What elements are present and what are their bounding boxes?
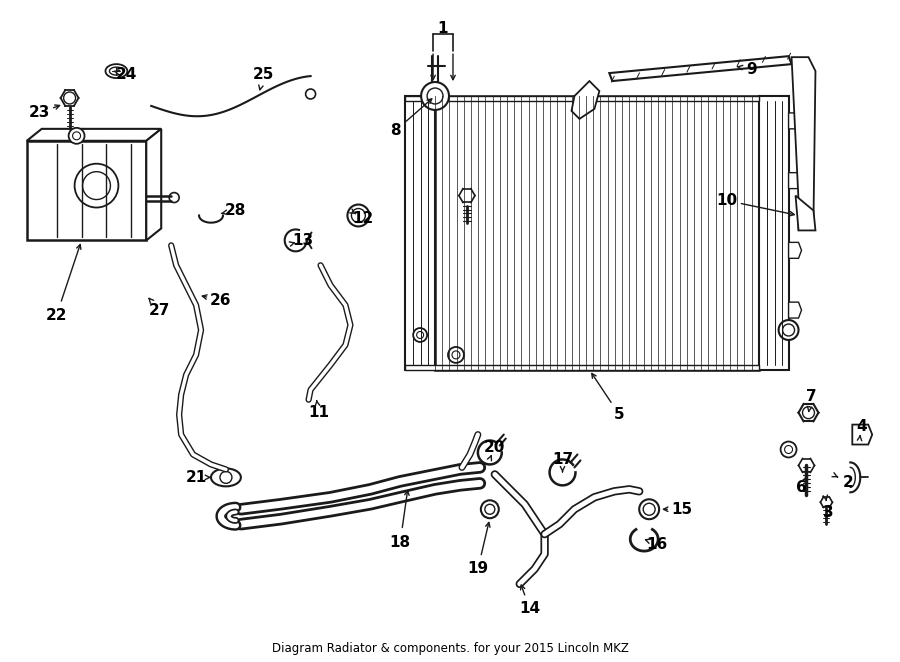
Text: 18: 18 (390, 535, 410, 549)
Polygon shape (27, 129, 161, 141)
Circle shape (68, 128, 85, 144)
Circle shape (83, 171, 111, 199)
Text: 23: 23 (29, 105, 50, 120)
Polygon shape (852, 424, 872, 444)
Circle shape (639, 499, 659, 519)
Circle shape (780, 442, 796, 457)
Polygon shape (572, 81, 599, 119)
Polygon shape (405, 96, 759, 101)
Polygon shape (405, 96, 435, 370)
Circle shape (448, 347, 464, 363)
Circle shape (785, 446, 793, 453)
Polygon shape (27, 141, 147, 240)
Text: 5: 5 (614, 407, 625, 422)
Text: 7: 7 (806, 389, 817, 404)
Circle shape (428, 88, 443, 104)
Text: 12: 12 (353, 211, 374, 226)
Polygon shape (405, 365, 759, 370)
Circle shape (75, 164, 119, 207)
Polygon shape (759, 96, 788, 370)
Text: 22: 22 (46, 308, 68, 322)
Circle shape (421, 82, 449, 110)
Circle shape (306, 89, 316, 99)
Text: 13: 13 (292, 233, 313, 248)
Polygon shape (796, 195, 815, 230)
Text: 25: 25 (253, 67, 274, 81)
Circle shape (485, 504, 495, 514)
Text: 26: 26 (211, 293, 231, 308)
Text: 24: 24 (116, 67, 137, 81)
Text: 16: 16 (646, 537, 668, 551)
Text: 20: 20 (484, 440, 506, 455)
Circle shape (481, 500, 499, 518)
Polygon shape (609, 56, 792, 81)
Circle shape (351, 209, 365, 222)
Text: 9: 9 (746, 62, 757, 77)
Circle shape (452, 351, 460, 359)
Text: 1: 1 (437, 21, 448, 36)
Circle shape (64, 92, 76, 104)
Text: 3: 3 (824, 504, 833, 520)
Circle shape (783, 324, 795, 336)
Polygon shape (792, 57, 815, 230)
Polygon shape (147, 129, 161, 240)
Text: 27: 27 (148, 303, 170, 318)
Text: 11: 11 (308, 405, 329, 420)
Polygon shape (788, 113, 802, 129)
Text: 2: 2 (843, 475, 854, 490)
Text: 10: 10 (716, 193, 737, 208)
Circle shape (347, 205, 369, 226)
Text: Diagram Radiator & components. for your 2015 Lincoln MKZ: Diagram Radiator & components. for your … (272, 642, 628, 655)
Ellipse shape (211, 469, 241, 487)
Text: 15: 15 (671, 502, 693, 517)
Text: 6: 6 (796, 480, 807, 495)
Circle shape (803, 406, 815, 418)
Text: 4: 4 (856, 419, 867, 434)
Text: 17: 17 (552, 452, 573, 467)
Text: 14: 14 (519, 601, 540, 616)
Text: 8: 8 (390, 123, 400, 138)
Circle shape (413, 328, 428, 342)
Circle shape (73, 132, 81, 140)
Circle shape (778, 320, 798, 340)
Text: 28: 28 (225, 203, 247, 218)
Circle shape (644, 503, 655, 515)
Circle shape (220, 471, 232, 483)
Text: 21: 21 (185, 470, 207, 485)
Circle shape (417, 332, 424, 338)
Polygon shape (788, 302, 802, 318)
Polygon shape (788, 173, 802, 189)
Circle shape (169, 193, 179, 203)
Text: 19: 19 (467, 561, 489, 577)
Polygon shape (788, 242, 802, 258)
